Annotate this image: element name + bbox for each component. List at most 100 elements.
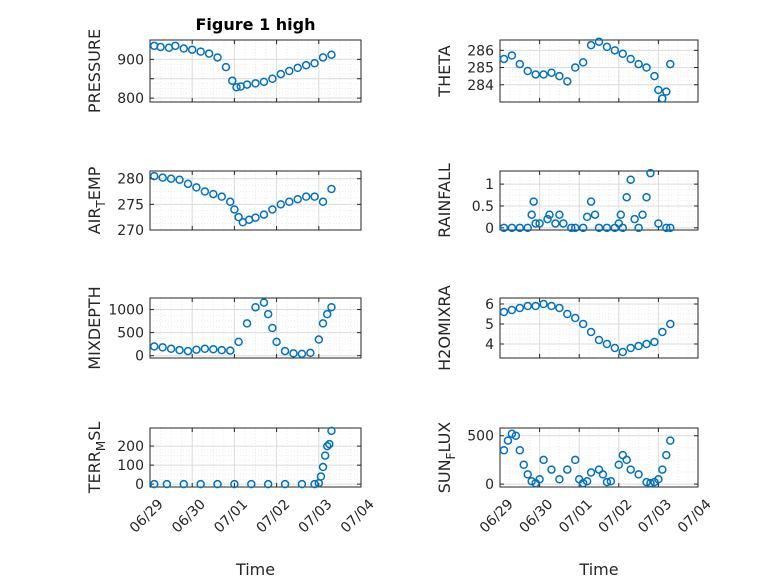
data-point — [251, 79, 260, 88]
data-point — [301, 192, 311, 201]
data-point — [234, 337, 243, 347]
data-point — [310, 192, 319, 201]
data-point — [251, 213, 260, 222]
data-point — [293, 194, 302, 204]
axes-box — [149, 297, 362, 359]
data-point — [666, 59, 675, 69]
data-point — [531, 301, 540, 311]
x-tick-label: 07/02 — [596, 496, 636, 536]
data-point — [634, 223, 643, 233]
data-point — [578, 58, 588, 67]
y-tick-label: 500 — [117, 326, 144, 342]
data-point — [535, 219, 544, 228]
data-point — [582, 476, 592, 486]
data-point — [158, 343, 167, 352]
data-point — [586, 468, 596, 477]
data-point — [289, 349, 298, 358]
data-point — [654, 85, 663, 95]
y-tick-label: 0 — [135, 349, 144, 365]
data-point — [539, 70, 548, 79]
data-point — [268, 323, 277, 333]
data-point — [555, 475, 564, 484]
y-tick-label: 280 — [117, 172, 144, 188]
data-point — [570, 223, 580, 233]
data-point — [196, 47, 205, 56]
data-point — [175, 175, 184, 184]
y-axis-label: MIXDEPTH — [85, 286, 104, 369]
data-point — [507, 429, 517, 439]
y-tick-label: 275 — [117, 197, 144, 213]
data-point — [175, 345, 184, 355]
x-tick-label: 06/29 — [127, 496, 167, 536]
data-point — [638, 210, 647, 219]
data-point — [280, 346, 290, 356]
data-point — [499, 54, 509, 64]
data-point — [662, 87, 671, 96]
data-point — [515, 59, 525, 69]
data-point — [606, 476, 616, 486]
y-tick-label: 6 — [485, 297, 494, 313]
data-point — [654, 475, 663, 484]
data-point — [570, 313, 580, 323]
data-point — [310, 479, 319, 489]
data-point — [567, 223, 576, 233]
data-point — [594, 335, 604, 345]
y-tick-label: 0 — [135, 477, 144, 493]
data-point — [616, 210, 626, 219]
data-point — [293, 63, 302, 73]
data-point — [149, 171, 159, 181]
x-tick-label: 06/29 — [477, 496, 517, 536]
x-tick-label: 07/02 — [253, 496, 293, 536]
y-tick-label: 800 — [117, 91, 144, 107]
data-point — [634, 470, 643, 479]
data-point — [297, 349, 307, 359]
y-tick-label: 5 — [485, 317, 494, 333]
data-point — [650, 337, 659, 347]
y-tick-label: 0 — [485, 221, 494, 237]
data-point — [499, 445, 509, 455]
data-point — [563, 77, 572, 86]
data-point — [582, 212, 592, 222]
data-point — [527, 210, 536, 219]
data-point — [531, 219, 540, 228]
data-point — [183, 346, 193, 356]
axes-box — [499, 170, 699, 231]
data-point — [217, 345, 226, 355]
axes-box — [499, 427, 699, 488]
data-point — [251, 302, 260, 312]
data-point — [268, 74, 277, 83]
data-point — [634, 341, 643, 351]
axes-panel-3: 270 275 280 AIRTEMP — [85, 166, 362, 239]
data-point — [570, 63, 580, 72]
data-point — [626, 343, 635, 353]
y-tick-label: 1 — [485, 177, 494, 193]
data-point — [547, 68, 556, 77]
data-point — [318, 197, 328, 207]
data-point — [247, 479, 256, 489]
data-point — [242, 80, 252, 89]
data-point — [578, 319, 588, 329]
axes-box — [149, 170, 362, 231]
x-tick-label: 07/03 — [635, 496, 675, 536]
data-point — [519, 460, 529, 470]
data-point — [602, 477, 612, 487]
data-point — [666, 223, 675, 233]
x-tick-label: 07/01 — [211, 496, 251, 536]
y-tick-label: 1000 — [108, 303, 144, 319]
data-point — [204, 49, 214, 58]
axes-box — [499, 297, 699, 359]
data-point — [263, 309, 273, 319]
data-point — [511, 431, 521, 440]
x-tick-label: 06/30 — [169, 496, 209, 536]
y-tick-label: 500 — [467, 429, 494, 445]
x-tick-label: 07/04 — [338, 496, 378, 536]
data-point — [316, 472, 326, 481]
data-point — [327, 426, 336, 436]
data-point — [662, 450, 671, 460]
data-point — [166, 174, 176, 183]
data-point — [610, 46, 620, 55]
data-point — [187, 45, 197, 54]
chart-title: Figure 1 high — [196, 15, 316, 34]
